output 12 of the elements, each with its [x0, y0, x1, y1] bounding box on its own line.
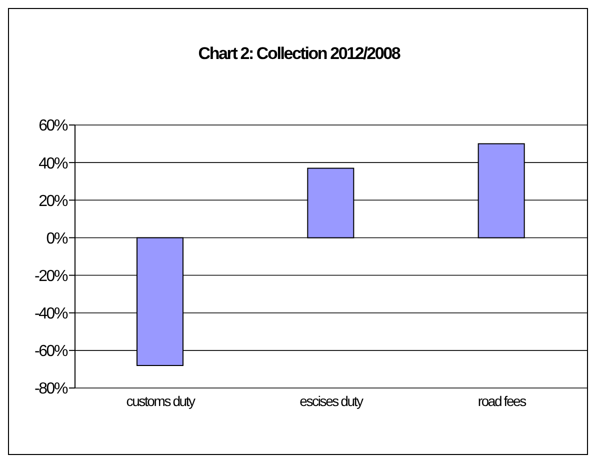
y-tick-label: 40%: [38, 155, 68, 172]
y-tick-label: 60%: [38, 118, 68, 135]
y-tick-label: 0%: [46, 230, 68, 248]
y-tick-label: 20%: [38, 192, 68, 210]
x-tick-label: escises duty: [300, 392, 364, 409]
y-tick-label: -40%: [34, 306, 68, 323]
x-tick-label: customs duty: [126, 392, 196, 409]
x-tick-label: road fees: [478, 392, 527, 409]
chart-title: Chart 2: Collection 2012/2008: [197, 44, 402, 64]
y-tick-label: -80%: [34, 380, 68, 398]
y-tick-label: -60%: [34, 343, 68, 360]
y-tick-label: -20%: [34, 268, 68, 285]
